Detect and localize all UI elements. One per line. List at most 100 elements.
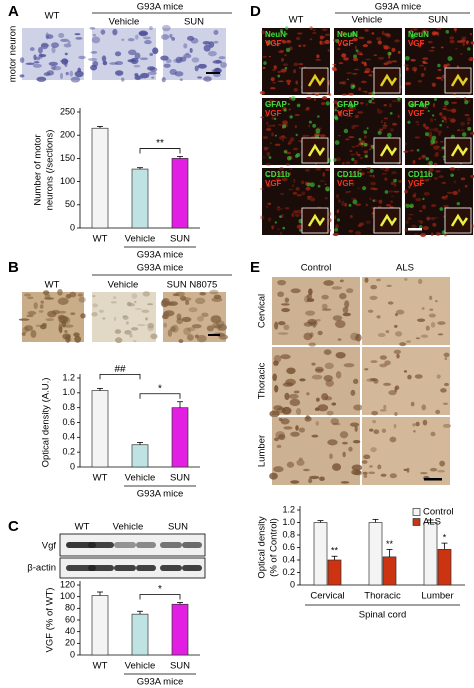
texture <box>261 156 267 159</box>
texture <box>298 63 304 65</box>
texture <box>127 38 135 42</box>
texture <box>271 226 274 230</box>
texture <box>397 97 401 101</box>
texture <box>267 217 272 222</box>
texture <box>371 101 376 105</box>
texture <box>301 180 305 185</box>
scale-bar <box>206 72 220 74</box>
texture <box>294 125 297 129</box>
texture <box>172 293 180 297</box>
texture <box>433 177 438 180</box>
texture <box>346 78 349 81</box>
texture <box>363 454 371 460</box>
significance-label: ** <box>156 138 164 149</box>
x-tick-label: Vehicle <box>125 661 156 672</box>
texture <box>358 36 365 40</box>
texture <box>291 212 295 218</box>
texture <box>387 132 392 138</box>
texture <box>437 63 441 68</box>
texture <box>413 27 418 31</box>
texture <box>276 177 281 183</box>
texture <box>389 112 393 115</box>
texture <box>273 41 276 44</box>
texture <box>18 318 30 321</box>
error-bar <box>331 555 338 560</box>
texture <box>371 410 379 416</box>
texture <box>271 132 274 137</box>
texture <box>348 203 352 207</box>
texture <box>165 58 172 64</box>
texture <box>421 307 425 310</box>
texture <box>368 99 373 104</box>
texture <box>449 167 456 171</box>
texture <box>349 422 360 427</box>
texture <box>366 40 372 44</box>
texture <box>411 224 417 229</box>
texture <box>441 195 448 198</box>
texture <box>421 154 426 159</box>
texture <box>266 40 271 46</box>
bar <box>131 168 149 229</box>
texture <box>365 102 368 106</box>
significance-label: ** <box>386 539 394 549</box>
texture <box>295 187 300 191</box>
texture <box>163 63 171 68</box>
texture <box>41 322 47 327</box>
texture <box>443 352 450 358</box>
texture <box>370 447 377 453</box>
significance-bracket <box>139 594 181 600</box>
texture <box>430 216 435 221</box>
texture <box>437 469 446 473</box>
texture <box>319 476 325 481</box>
marker-label: VGF <box>337 109 354 118</box>
texture <box>282 226 286 230</box>
texture <box>363 130 368 134</box>
texture <box>121 38 125 41</box>
texture <box>312 123 317 128</box>
texture <box>446 109 453 112</box>
texture <box>277 291 285 298</box>
texture <box>306 298 315 303</box>
texture <box>352 37 358 42</box>
texture <box>276 444 282 449</box>
texture <box>282 382 294 387</box>
texture <box>277 124 283 126</box>
texture <box>298 427 306 433</box>
texture <box>427 135 433 137</box>
texture <box>376 278 381 282</box>
texture <box>279 215 282 219</box>
texture <box>279 39 285 42</box>
texture <box>313 98 316 102</box>
texture <box>439 112 443 116</box>
texture <box>319 40 322 45</box>
texture <box>437 69 442 71</box>
texture <box>369 465 373 468</box>
texture <box>332 422 341 426</box>
texture <box>325 101 330 106</box>
texture <box>308 120 312 124</box>
texture <box>295 80 299 85</box>
texture <box>452 190 458 196</box>
texture <box>437 130 443 134</box>
texture <box>388 54 391 59</box>
texture <box>278 135 285 140</box>
texture <box>398 180 402 183</box>
texture <box>413 430 416 433</box>
significance-bracket <box>139 393 181 399</box>
texture <box>90 51 98 54</box>
micrograph <box>269 414 363 485</box>
texture <box>340 174 343 178</box>
texture <box>466 117 471 122</box>
legend-label: Control <box>423 507 454 518</box>
texture <box>454 97 461 99</box>
marker-label: GFAP <box>408 100 430 109</box>
texture <box>397 114 400 119</box>
error-bar <box>427 519 434 523</box>
texture <box>287 103 290 106</box>
texture <box>294 113 300 116</box>
texture <box>287 82 291 86</box>
texture <box>455 47 458 50</box>
texture <box>372 174 375 178</box>
texture <box>368 74 373 77</box>
texture <box>89 27 96 30</box>
